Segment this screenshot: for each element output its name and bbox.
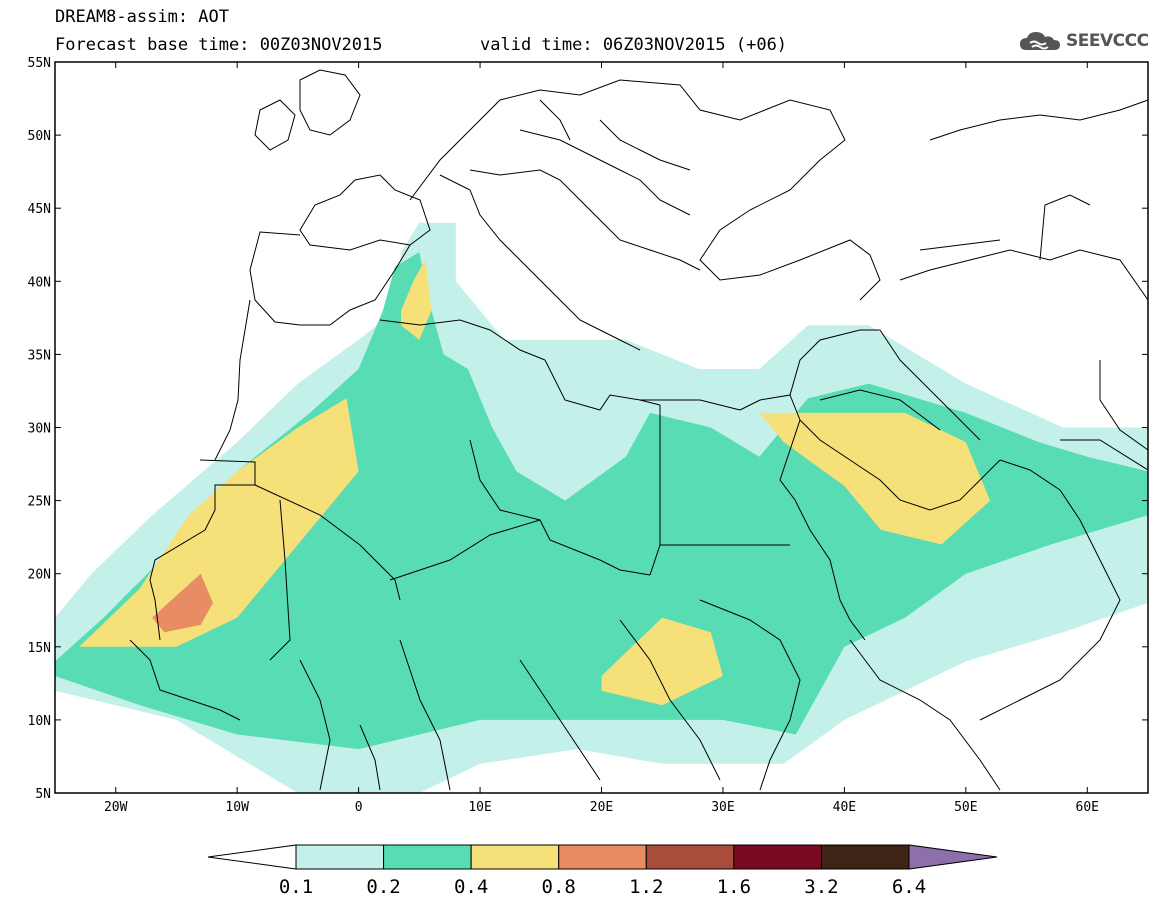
lat-tick-label: 55N	[28, 56, 51, 71]
lat-tick-label: 35N	[28, 348, 51, 363]
colorbar: 0.1 0.2 0.4 0.8 1.2 1.6 3.2 6.4	[207, 844, 998, 898]
lat-tick-label: 5N	[35, 787, 51, 802]
logo-text: SEEVCCC	[1066, 31, 1149, 51]
map-title: DREAM8-assim: AOT	[55, 7, 229, 27]
colorbar-bin	[470, 844, 560, 870]
aot-region-3	[401, 259, 432, 340]
forecast-base-time: Forecast base time: 00Z03NOV2015	[55, 35, 383, 55]
lon-tick-label: 0	[355, 800, 363, 815]
colorbar-bin	[820, 844, 910, 870]
colorbar-label: 3.2	[804, 876, 838, 898]
lat-tick-label: 45N	[28, 202, 51, 217]
lon-tick-label: 20E	[590, 800, 613, 815]
lat-tick-label: 25N	[28, 495, 51, 510]
axis-ticks: 20W 10W 0 10E 20E 30E 40E 50E 60E 55N 50N 45N 40N 35N…	[28, 56, 1148, 815]
colorbar-bin	[295, 844, 385, 870]
lon-tick-label: 40E	[833, 800, 856, 815]
colorbar-label: 1.2	[629, 876, 663, 898]
lat-tick-label: 10N	[28, 714, 51, 729]
lon-tick-label: 10W	[225, 800, 249, 815]
seevccc-logo: SEEVCCC	[1018, 27, 1156, 55]
colorbar-bin	[383, 844, 472, 870]
colorbar-bin	[558, 844, 647, 870]
map-frame	[54, 61, 1149, 794]
colorbar-over-arrow	[908, 844, 998, 870]
colorbar-label: 6.4	[892, 876, 926, 898]
aot-region-6	[152, 573, 213, 633]
lat-tick-label: 15N	[28, 641, 51, 656]
lat-tick-label: 30N	[28, 422, 51, 437]
lon-tick-label: 30E	[711, 800, 734, 815]
colorbar-bin	[645, 844, 735, 870]
aot-region-4	[601, 617, 723, 706]
lon-tick-label: 50E	[954, 800, 977, 815]
aot-contours	[55, 222, 1148, 793]
colorbar-label: 0.2	[366, 876, 400, 898]
colorbar-bin	[733, 844, 822, 870]
lon-tick-label: 10E	[468, 800, 491, 815]
cloud-icon	[1020, 32, 1060, 50]
colorbar-label: 1.6	[717, 876, 751, 898]
lat-tick-label: 20N	[28, 568, 51, 583]
lon-tick-label: 60E	[1076, 800, 1099, 815]
colorbar-label: 0.4	[454, 876, 488, 898]
lon-tick-label: 20W	[104, 800, 128, 815]
lat-tick-label: 40N	[28, 275, 51, 290]
lat-tick-label: 50N	[28, 129, 51, 144]
aot-region-1	[55, 252, 1148, 750]
colorbar-under-arrow	[207, 844, 297, 870]
aot-region-5	[759, 412, 991, 545]
colorbar-label: 0.8	[542, 876, 576, 898]
aot-region-2	[79, 398, 359, 647]
country-borders	[129, 69, 1148, 791]
colorbar-label: 0.1	[279, 876, 313, 898]
valid-time: valid time: 06Z03NOV2015 (+06)	[480, 35, 788, 55]
